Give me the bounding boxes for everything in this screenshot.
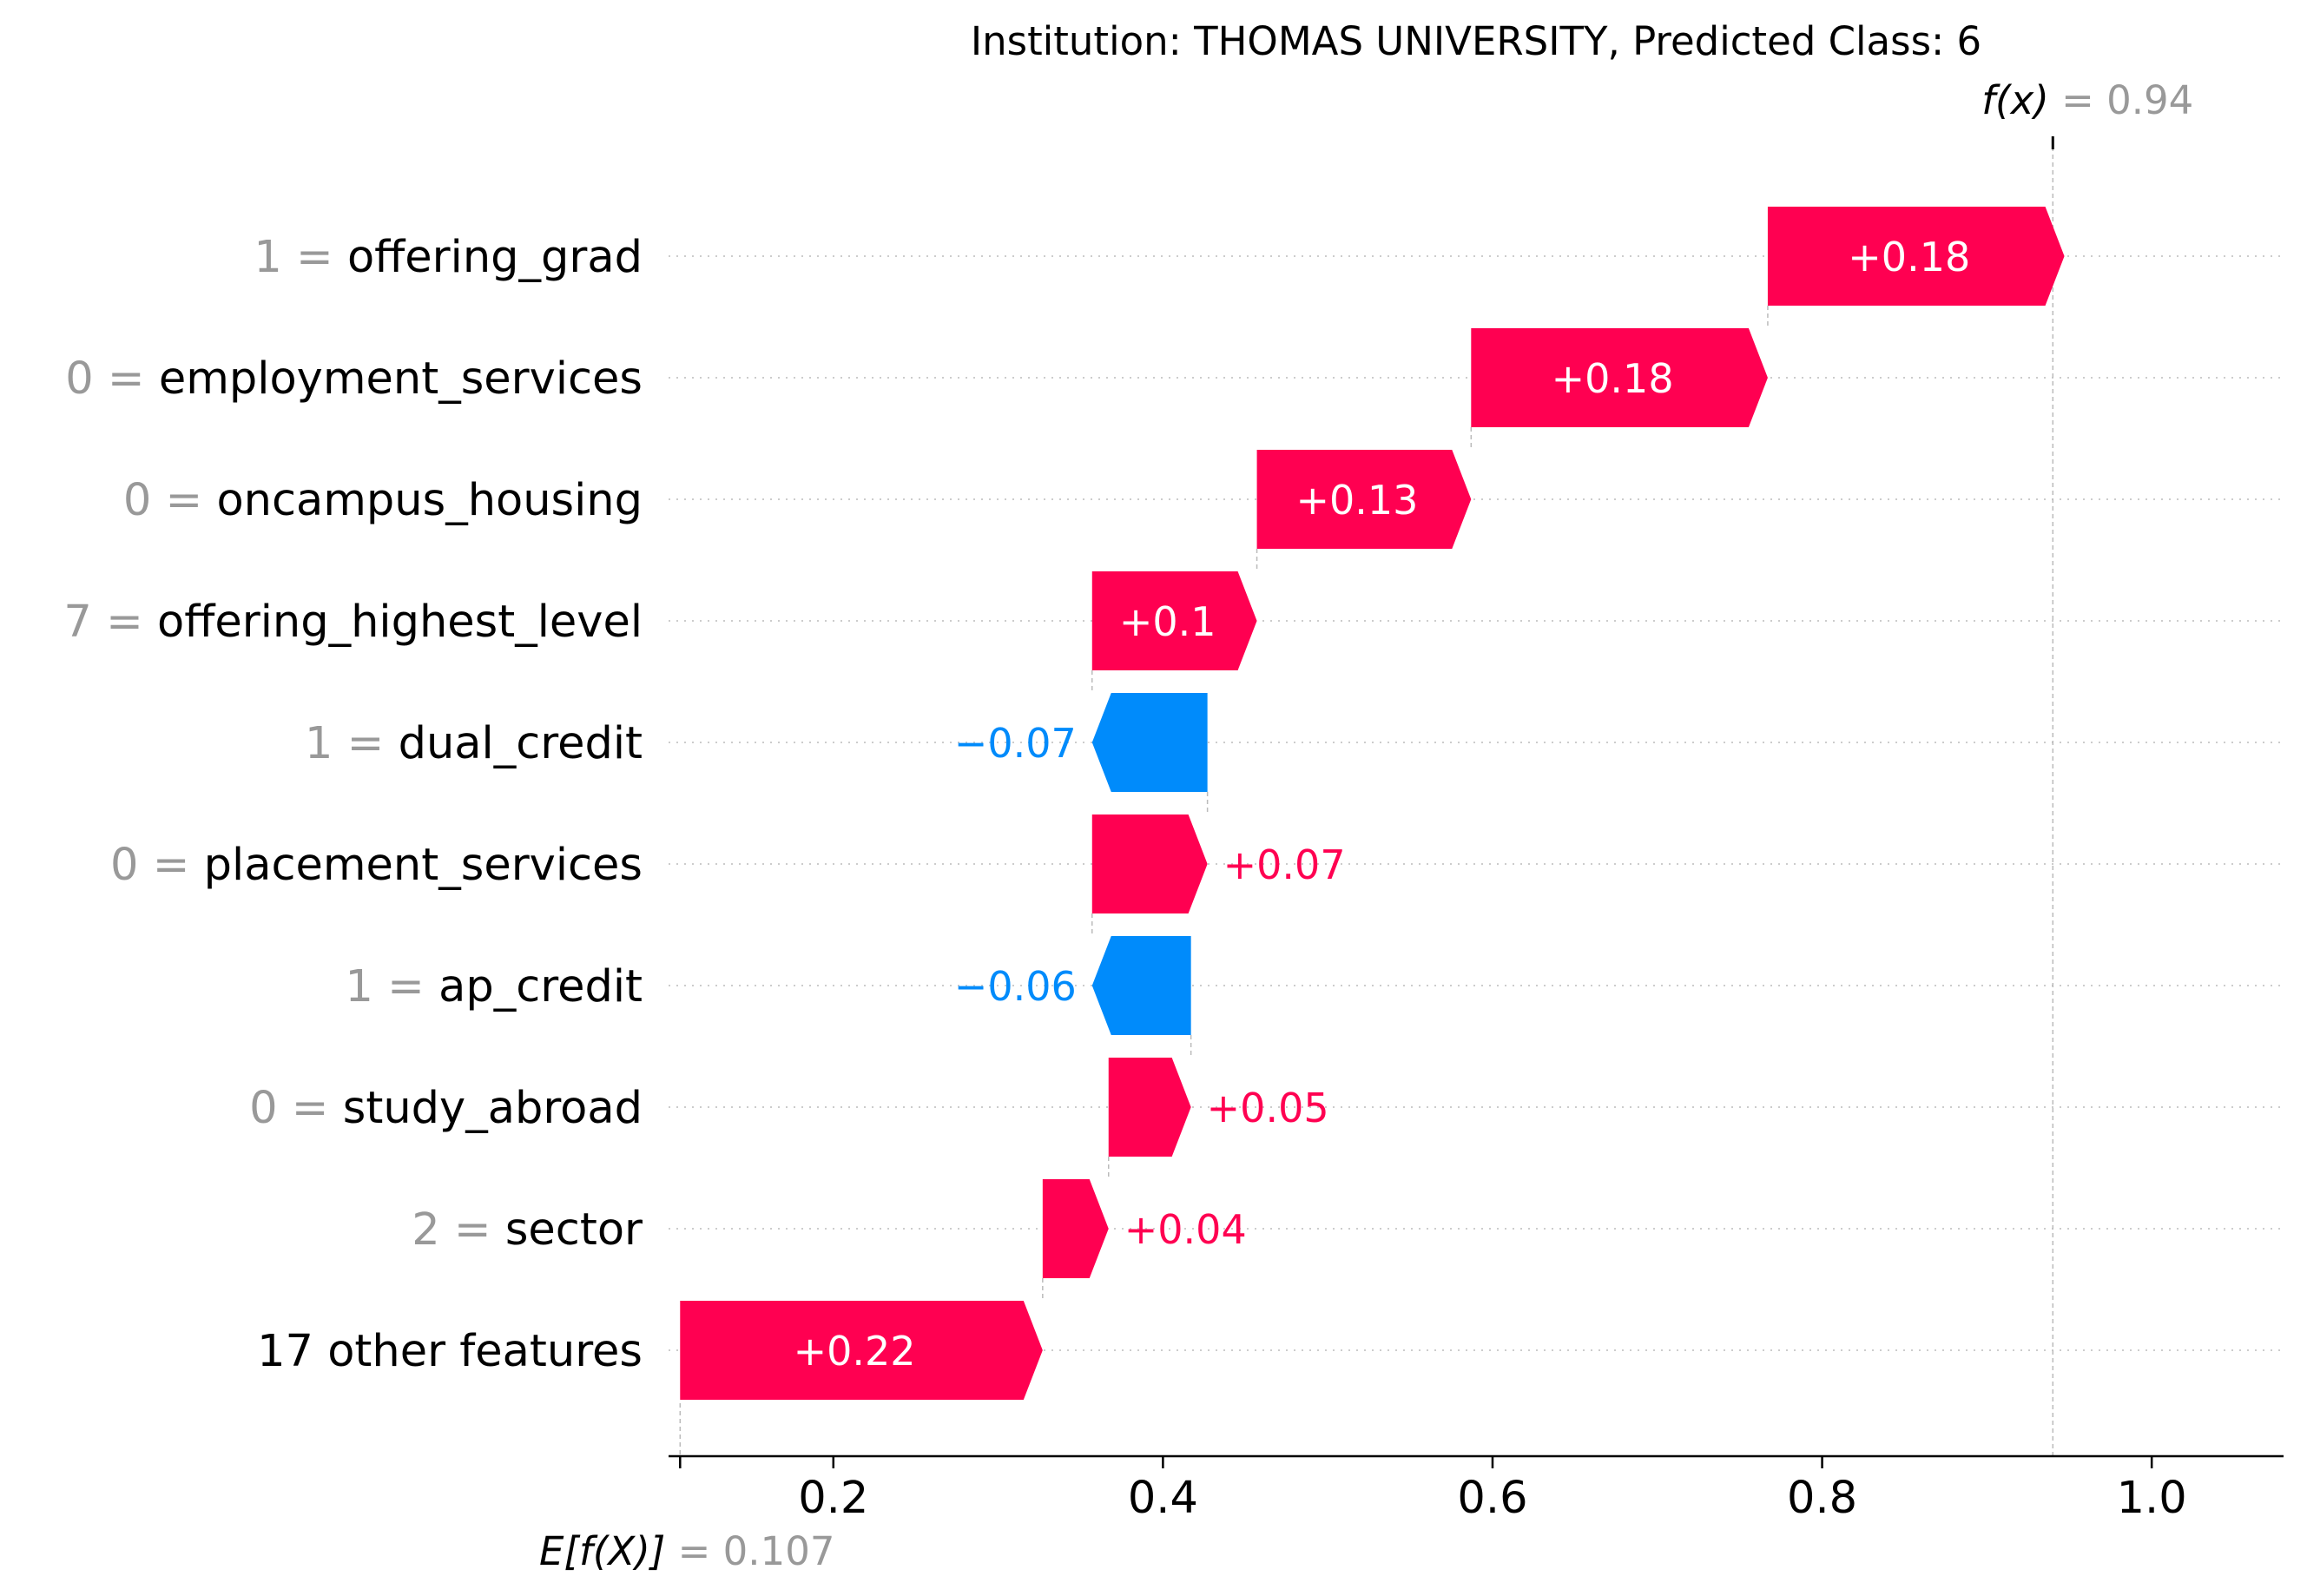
output-value-label: f(x) = 0.94 <box>1981 77 2193 123</box>
x-tick-label: 0.2 <box>798 1473 868 1524</box>
feature-label: 17 other features <box>257 1326 643 1377</box>
base-value-label: E[f(X)] = 0.107 <box>539 1528 834 1574</box>
feature-value: 7 = <box>63 597 157 648</box>
x-tick-label: 0.6 <box>1457 1473 1527 1524</box>
bar-value-label: +0.1 <box>1119 598 1216 645</box>
waterfall-bar <box>680 1301 1043 1400</box>
label-layer: +0.18 1 = offering_grad +0.18 0 = employmen… <box>63 232 1970 1377</box>
feature-value: 0 = <box>110 840 204 891</box>
x-tick-label: 0.8 <box>1787 1473 1857 1524</box>
feature-label: 1 = dual_credit <box>305 718 643 769</box>
feature-name: dual_credit <box>399 718 643 769</box>
bar-value-label: +0.13 <box>1295 477 1418 524</box>
waterfall-bar <box>1108 1058 1191 1157</box>
bar-value-label: −0.06 <box>954 963 1077 1010</box>
feature-value: 0 = <box>123 475 217 526</box>
chart-title: Institution: THOMAS UNIVERSITY, Predicte… <box>971 18 1981 64</box>
feature-name: offering_grad <box>347 232 643 283</box>
output-label-value: = 0.94 <box>2061 77 2193 123</box>
waterfall-bar <box>1256 450 1472 549</box>
feature-name: employment_services <box>159 353 643 405</box>
waterfall-bar <box>1042 1179 1109 1278</box>
feature-value: 0 = <box>65 353 159 405</box>
waterfall-bar <box>1471 328 1768 427</box>
feature-name: ap_credit <box>438 961 643 1012</box>
feature-label: 2 = sector <box>412 1204 643 1256</box>
output-label-name: f(x) <box>1981 77 2061 123</box>
feature-label: 0 = placement_services <box>110 840 643 891</box>
bar-value-label: +0.05 <box>1207 1085 1329 1131</box>
feature-name: oncampus_housing <box>216 475 643 526</box>
bar-value-label: +0.04 <box>1124 1206 1247 1253</box>
base-label-name: E[f(X)] <box>539 1528 678 1574</box>
bar-value-label: +0.18 <box>1848 234 1970 280</box>
feature-value: 1 = <box>305 718 399 769</box>
bar-layer <box>680 207 2065 1400</box>
feature-label: 0 = study_abroad <box>249 1083 643 1134</box>
waterfall-bar <box>1767 207 2065 306</box>
bar-value-label: −0.07 <box>954 720 1077 767</box>
waterfall-bar <box>1091 693 1208 792</box>
x-tick-label: 0.4 <box>1128 1473 1198 1524</box>
feature-label: 0 = oncampus_housing <box>123 475 643 526</box>
bar-value-label: +0.18 <box>1552 355 1674 402</box>
feature-name: study_abroad <box>343 1083 643 1134</box>
bar-value-label: +0.22 <box>794 1328 916 1375</box>
feature-label: 0 = employment_services <box>65 353 643 405</box>
guide-layer <box>679 136 2054 1456</box>
feature-name: sector <box>505 1204 643 1256</box>
base-label-value: = 0.107 <box>678 1528 835 1574</box>
waterfall-bar <box>1091 814 1208 913</box>
feature-value: 1 = <box>345 961 438 1012</box>
feature-name: placement_services <box>204 840 643 891</box>
feature-value: 1 = <box>254 232 347 283</box>
feature-label: 7 = offering_highest_level <box>63 597 643 648</box>
feature-label: 1 = ap_credit <box>345 961 643 1012</box>
feature-label: 1 = offering_grad <box>254 232 643 283</box>
feature-name: 17 other features <box>257 1326 643 1377</box>
axis-layer: 0.2 0.4 0.6 0.8 1.0 f(x) = 0.94 E[f(X)] = 0.10… <box>539 77 2284 1574</box>
waterfall-bar <box>1091 936 1191 1035</box>
bar-value-label: +0.07 <box>1223 841 1346 888</box>
waterfall-bar <box>1091 571 1257 670</box>
feature-value: 2 = <box>412 1204 505 1256</box>
feature-name: offering_highest_level <box>157 597 643 648</box>
feature-value: 0 = <box>249 1083 343 1134</box>
x-tick-label: 1.0 <box>2117 1473 2187 1524</box>
